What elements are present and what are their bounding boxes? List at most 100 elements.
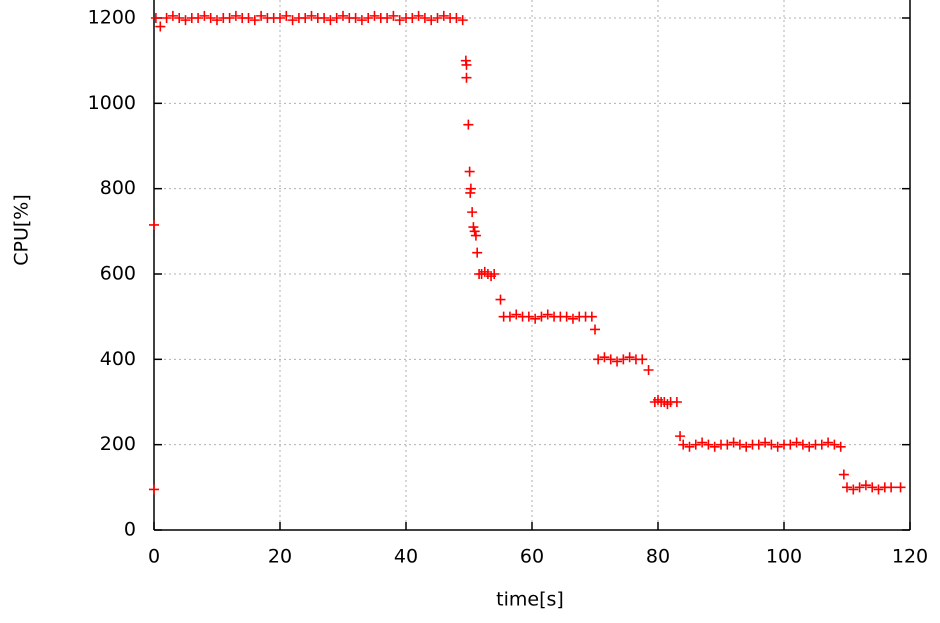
point [461,72,472,83]
point [835,441,846,452]
point [895,482,906,493]
point [643,365,654,375]
point [867,482,878,493]
y-tick-label: 600 [100,263,136,285]
point [161,13,172,23]
point [212,15,222,26]
point [457,15,468,26]
point [734,439,745,450]
point [760,437,771,448]
point [167,10,178,21]
point [338,10,348,21]
point [741,441,752,452]
y-tick-label: 200 [100,433,136,455]
point [860,480,871,491]
point [599,352,610,363]
point [230,10,241,21]
point [461,59,472,70]
point [684,441,695,452]
point [523,311,534,322]
point [690,439,701,450]
point [149,484,159,495]
x-axis-label: time[s] [496,589,564,611]
point [275,13,285,23]
point [495,294,506,305]
point [432,13,443,23]
x-tick-label: 60 [520,546,544,568]
x-tick-label: 0 [148,546,160,568]
point [561,311,572,322]
point [468,222,479,233]
point [504,311,515,322]
point [249,15,260,26]
point [149,219,159,230]
point [873,484,884,495]
point [612,356,623,367]
x-tick-label: 120 [892,546,928,568]
point [243,13,254,23]
y-tick-label: 1000 [88,92,136,114]
y-tick-label: 400 [100,348,136,370]
point [530,313,541,324]
point [567,313,578,324]
point [281,10,292,21]
point [722,439,733,450]
point [469,226,480,237]
point [388,10,399,21]
point [300,13,311,23]
point [785,439,796,450]
point [728,437,739,448]
point [703,439,714,450]
point [590,324,600,335]
point [363,13,374,23]
point [451,13,462,23]
point [224,13,235,23]
point [467,207,478,218]
point [426,15,437,26]
y-tick-label: 1200 [88,7,136,29]
point [465,187,476,198]
point [848,484,859,495]
point [150,13,161,23]
point [174,13,185,23]
point [350,13,361,23]
point [369,10,380,21]
point [886,482,897,493]
point [413,10,424,21]
x-tick-label: 100 [766,546,802,568]
point [287,15,298,26]
point [823,437,834,448]
point [804,441,815,452]
point [356,15,367,26]
point [675,431,686,442]
point [536,311,547,322]
point [319,13,330,23]
point [678,439,689,450]
point [624,352,635,363]
y-axis-label: CPU[%] [11,194,33,266]
point [472,247,483,258]
point [325,15,336,26]
point [816,439,827,450]
point [438,10,449,21]
point [797,439,808,450]
y-tick-label: 0 [124,519,136,541]
point [842,482,852,493]
point [766,439,777,450]
x-tick-label: 80 [646,546,670,568]
point [470,230,481,241]
point [697,437,708,448]
point [306,10,317,21]
point [586,311,597,322]
point [838,469,849,480]
point [618,354,629,365]
point [854,482,865,493]
point [753,439,764,450]
point [394,15,405,26]
point [180,15,191,26]
y-tick-label: 800 [100,177,136,199]
point [605,354,616,365]
point [829,439,840,450]
point [382,13,393,23]
